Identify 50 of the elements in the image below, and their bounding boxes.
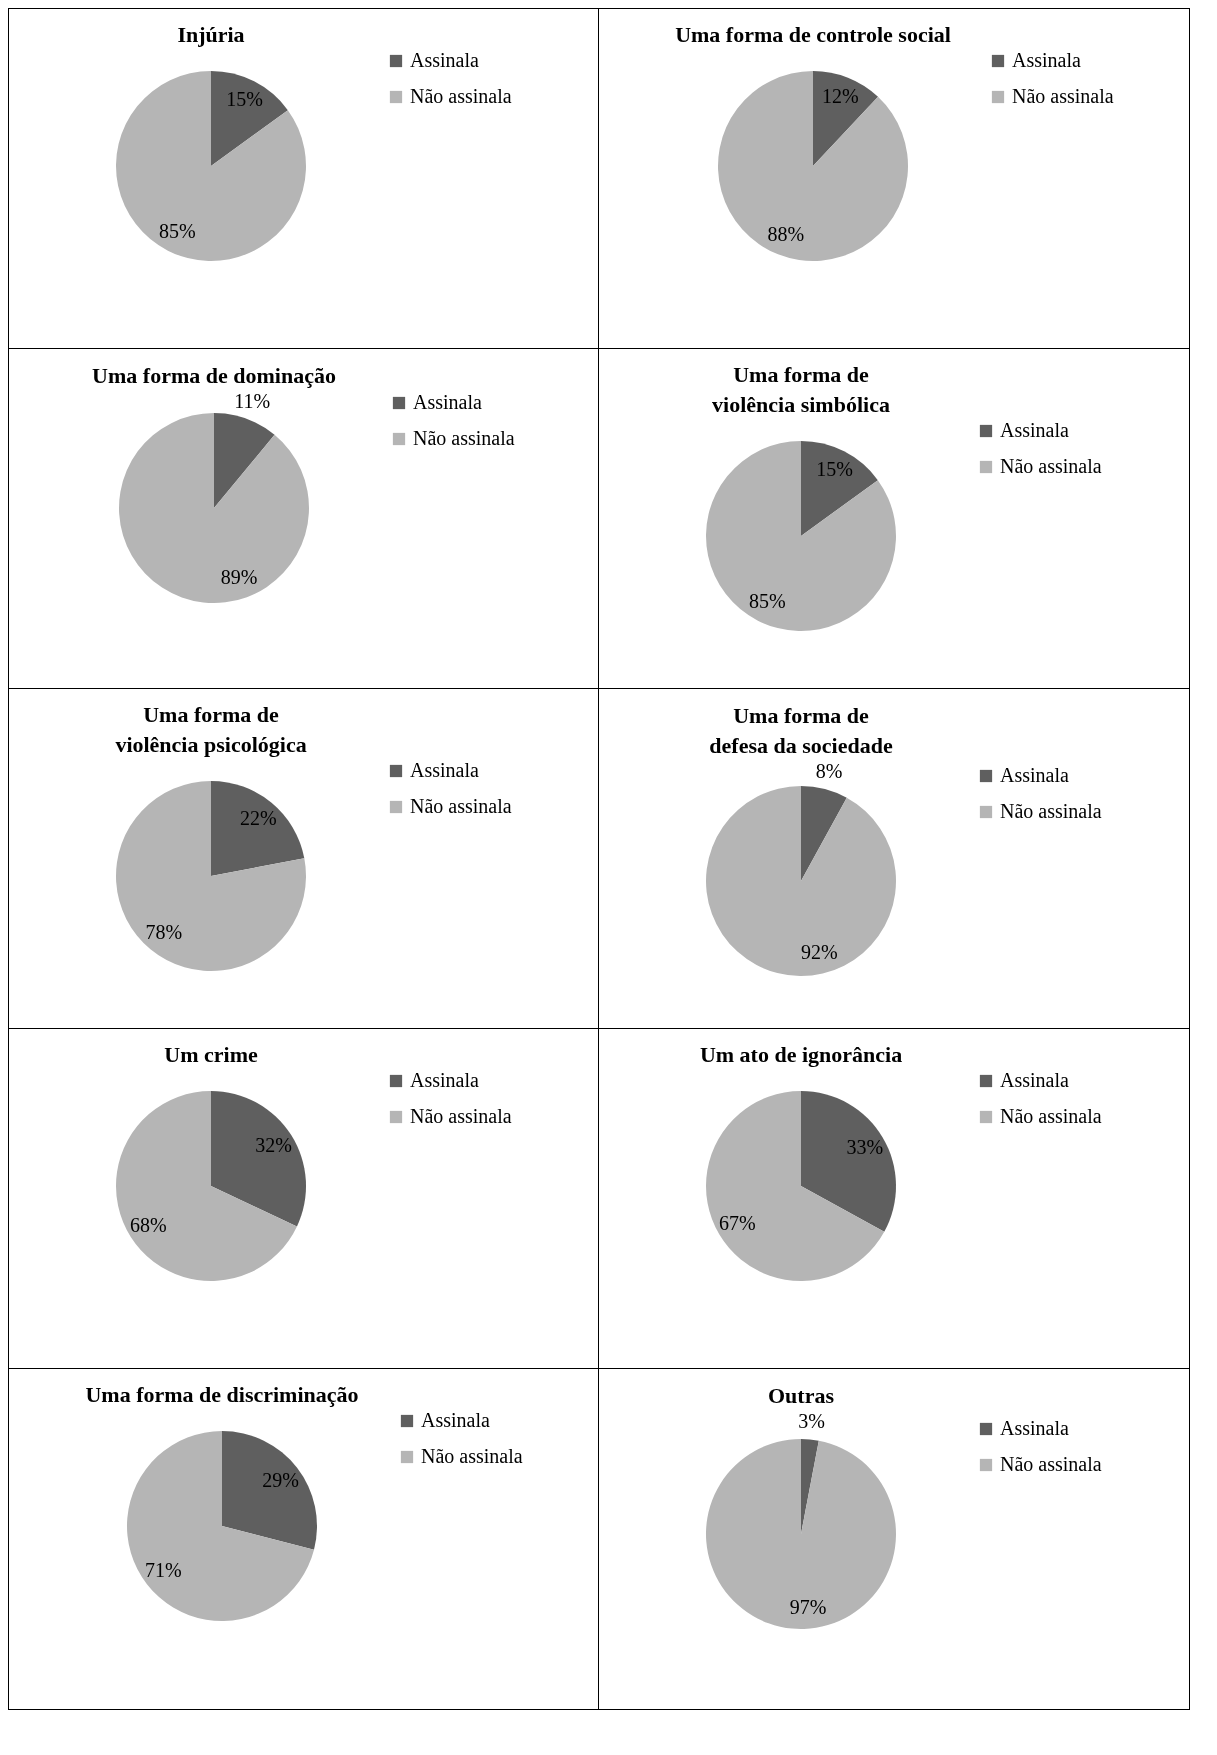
legend-label: Não assinala [1011, 85, 1114, 107]
data-label: 71% [144, 1559, 182, 1582]
legend-label: Não assinala [409, 795, 512, 817]
data-label: 68% [129, 1213, 167, 1236]
data-label: 32% [254, 1134, 292, 1157]
chart-title: Outras [768, 1382, 835, 1408]
chart-title: Um crime [163, 1042, 258, 1067]
legend-label: Assinala [1000, 1069, 1069, 1091]
data-label: 22% [239, 806, 277, 829]
legend-label: Assinala [409, 759, 479, 781]
legend-label: Não assinala [1000, 1105, 1102, 1127]
data-label: 92% [801, 940, 838, 963]
data-label: 11% [234, 389, 271, 412]
legend-label: Não assinala [413, 427, 515, 449]
chart-title: Injúria [176, 22, 245, 47]
data-label: 15% [816, 457, 853, 480]
data-label: 15% [225, 87, 263, 110]
chart-title: Uma forma de dominação [92, 362, 336, 388]
legend-label: Não assinala [1000, 455, 1102, 477]
chart-title: Uma forma de controle social [674, 22, 951, 47]
data-label: 78% [144, 921, 182, 944]
data-label: 33% [846, 1136, 884, 1159]
legend-label: Assinala [1000, 419, 1069, 441]
legend-label: Não assinala [420, 1445, 523, 1467]
chart-title: Uma forma de defesa da sociedade [709, 702, 893, 758]
data-label: 29% [261, 1468, 299, 1491]
legend-label: Assinala [409, 1069, 479, 1091]
data-label: 85% [158, 220, 196, 243]
data-label: 97% [789, 1595, 827, 1618]
legend-label: Assinala [413, 391, 482, 413]
data-label: 3% [798, 1409, 825, 1432]
legend-label: Assinala [420, 1409, 490, 1431]
data-label: 88% [766, 222, 804, 245]
legend-label: Não assinala [409, 85, 512, 107]
data-label: 67% [718, 1211, 756, 1234]
legend-label: Não assinala [1000, 1453, 1102, 1475]
chart-title: Uma forma de violência simbólica [712, 362, 890, 417]
data-label: 8% [815, 759, 843, 782]
chart-title: Um ato de ignorância [699, 1042, 903, 1067]
chart-title: Uma forma de discriminação [84, 1382, 359, 1407]
legend-label: Assinala [409, 49, 479, 71]
data-label: 85% [749, 590, 786, 613]
chart-title: Uma forma de violência psicológica [114, 702, 307, 757]
legend-label: Assinala [1011, 49, 1081, 71]
legend-label: Não assinala [409, 1105, 512, 1127]
legend-label: Assinala [1000, 1417, 1069, 1439]
data-label: 89% [220, 565, 258, 588]
legend-label: Assinala [1000, 764, 1069, 786]
legend-label: Não assinala [1000, 800, 1102, 822]
data-label: 12% [821, 85, 859, 108]
